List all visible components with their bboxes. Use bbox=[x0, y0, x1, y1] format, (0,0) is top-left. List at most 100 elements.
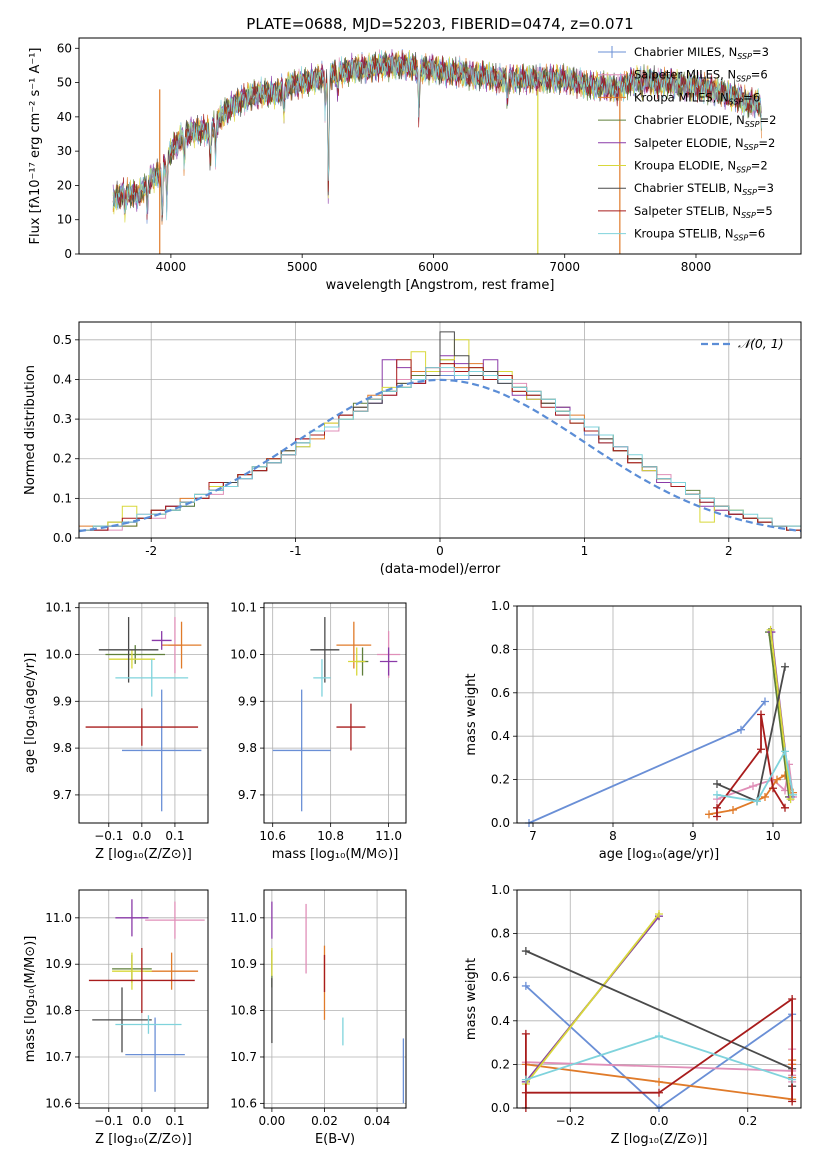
weight-point-marker bbox=[788, 1075, 797, 1084]
x-axis-label: E(B-V) bbox=[315, 1132, 355, 1147]
x-tick-label: −0.1 bbox=[94, 829, 123, 843]
plot-area bbox=[112, 48, 762, 254]
weight-point-marker bbox=[788, 995, 797, 1003]
legend-count: =6 bbox=[751, 68, 768, 82]
legend-count: =6 bbox=[743, 90, 760, 104]
x-tick-label: 4000 bbox=[156, 260, 187, 274]
x-tick-label: 2 bbox=[725, 544, 733, 558]
plot-area bbox=[271, 901, 405, 1104]
errorbar-kroupa-stelib bbox=[313, 659, 331, 697]
spectrum-line-chabrier-stelib bbox=[112, 51, 762, 222]
y-axis-label: mass [log₁₀(M/M⊙)] bbox=[23, 936, 38, 1063]
y-tick-label: 0.2 bbox=[491, 1057, 510, 1071]
errorbar-kroupa-elodie bbox=[108, 649, 156, 669]
y-tick-label: 0.0 bbox=[491, 816, 510, 830]
legend-label: Chabrier MILES, N bbox=[634, 45, 737, 59]
panel-age-vs-mass: 10.6 10.8 11.0 9.7 9.8 9.9 10.0 10.1 mass [log₁₀… bbox=[230, 601, 407, 862]
errorbar-chabrier-elodie bbox=[105, 645, 165, 664]
legend-label: Kroupa MILES, N bbox=[634, 90, 729, 104]
weight-point-marker bbox=[749, 782, 757, 791]
x-tick-label: −0.2 bbox=[556, 1114, 585, 1128]
y-tick-label: 9.9 bbox=[238, 694, 257, 708]
y-axis-label: mass weight bbox=[464, 958, 479, 1040]
x-axis-label: (data-model)/error bbox=[380, 562, 501, 577]
weight-point-marker bbox=[773, 775, 781, 784]
weight-point-marker bbox=[521, 1075, 530, 1084]
weight-point-marker bbox=[705, 810, 713, 819]
legend-entry: Salpeter STELIB, NSSP=5 bbox=[634, 204, 773, 220]
legend-subscript: SSP bbox=[742, 188, 757, 197]
errorbar-salpeter-elodie bbox=[151, 631, 172, 650]
weight-point-marker bbox=[655, 1088, 663, 1097]
errorbar-chabrier-stelib bbox=[310, 617, 340, 683]
plot-area bbox=[521, 909, 797, 1112]
legend-entry: Kroupa ELODIE, NSSP=2 bbox=[634, 159, 768, 175]
panel-spectrum: 4000 5000 6000 7000 8000 0 10 20 30 40 50 60 wavelen… bbox=[28, 37, 802, 293]
y-tick-label: 10.9 bbox=[45, 957, 72, 971]
weight-point-marker bbox=[713, 779, 721, 788]
legend-label: Chabrier ELODIE, N bbox=[634, 113, 745, 127]
x-tick-label: 6000 bbox=[418, 260, 449, 274]
axes-frame bbox=[78, 37, 802, 255]
normal-reference-curve bbox=[78, 378, 802, 533]
axes-frame bbox=[263, 602, 407, 824]
y-axis-label: age [log₁₀(age/yr)] bbox=[23, 653, 38, 774]
y-tick-label: 0.0 bbox=[53, 531, 72, 545]
errorbar-salpeter-elodie bbox=[379, 647, 398, 676]
weight-point-marker bbox=[753, 797, 761, 806]
errorbar-salpeter-stelib bbox=[85, 708, 199, 746]
weight-point-marker bbox=[761, 697, 769, 706]
legend-count: =6 bbox=[748, 227, 765, 241]
weight-point-marker bbox=[655, 1077, 663, 1086]
legend-entry: Chabrier ELODIE, NSSP=2 bbox=[634, 113, 776, 129]
weight-point-marker bbox=[766, 625, 775, 634]
y-axis-label: Normed distribution bbox=[23, 365, 38, 495]
plot-area bbox=[88, 899, 205, 1092]
errorbar-salpeter-elodie bbox=[115, 899, 149, 937]
legend-subscript: SSP bbox=[744, 143, 759, 152]
y-tick-label: 0.5 bbox=[53, 333, 72, 347]
legend-count: =2 bbox=[758, 136, 775, 150]
legend-label: Salpeter ELODIE, N bbox=[634, 136, 744, 150]
axes-frame bbox=[78, 602, 209, 824]
legend-count: =2 bbox=[760, 113, 777, 127]
weight-point-marker bbox=[761, 792, 769, 801]
y-tick-label: 10.1 bbox=[230, 601, 257, 615]
weight-series-kroupa-stelib bbox=[713, 747, 797, 806]
errorbar-kroupa-elodie bbox=[112, 952, 152, 990]
y-tick-label: 60 bbox=[57, 41, 72, 55]
y-tick-label: 10.7 bbox=[45, 1050, 72, 1064]
x-tick-label: 11.0 bbox=[375, 829, 402, 843]
x-axis-label: Z [log₁₀(Z/Z⊙)] bbox=[95, 847, 192, 862]
x-axis-label: wavelength [Angstrom, rest frame] bbox=[326, 278, 555, 293]
y-tick-label: 20 bbox=[57, 178, 72, 192]
x-tick-label: 0.04 bbox=[364, 1114, 391, 1128]
x-axis-label: Z [log₁₀(Z/Z⊙)] bbox=[611, 1132, 708, 1147]
grid bbox=[264, 603, 406, 823]
y-tick-label: 0.1 bbox=[53, 491, 72, 505]
legend-entry: Chabrier MILES, NSSP=3 bbox=[634, 45, 769, 61]
y-tick-label: 10 bbox=[57, 213, 72, 227]
errorbar-chabrier-stelib bbox=[98, 617, 159, 683]
figure-title: PLATE=0688, MJD=52203, FIBERID=0474, z=0… bbox=[246, 15, 633, 33]
x-tick-label: 7000 bbox=[549, 260, 580, 274]
legend-subscript: SSP bbox=[745, 120, 760, 129]
weight-line bbox=[528, 700, 766, 824]
y-tick-label: 10.8 bbox=[230, 1004, 257, 1018]
y-tick-label: 0.4 bbox=[53, 372, 72, 386]
weight-series-salpeter-stelib bbox=[713, 710, 789, 821]
legend-label: Salpeter STELIB, N bbox=[634, 204, 741, 218]
x-tick-label: 0.00 bbox=[259, 1114, 286, 1128]
weight-point-marker bbox=[729, 805, 737, 814]
y-axis-label: Flux [fλ10⁻¹⁷ erg cm⁻² s⁻¹ A⁻¹] bbox=[28, 48, 43, 245]
errorbar-salpeter-stelib bbox=[336, 703, 366, 751]
weight-line bbox=[769, 629, 792, 800]
y-tick-label: 11.0 bbox=[230, 911, 257, 925]
legend-count: =3 bbox=[752, 45, 769, 59]
weight-point-marker bbox=[713, 812, 721, 821]
grid bbox=[79, 890, 208, 1108]
x-tick-label: 9 bbox=[689, 829, 697, 843]
weight-point-marker bbox=[521, 981, 530, 990]
panel-mass-weight-vs-age: 7 8 9 10 0.0 0.2 0.4 0.6 0.8 1.0 age [log₁₀(age/yr… bbox=[464, 599, 802, 862]
